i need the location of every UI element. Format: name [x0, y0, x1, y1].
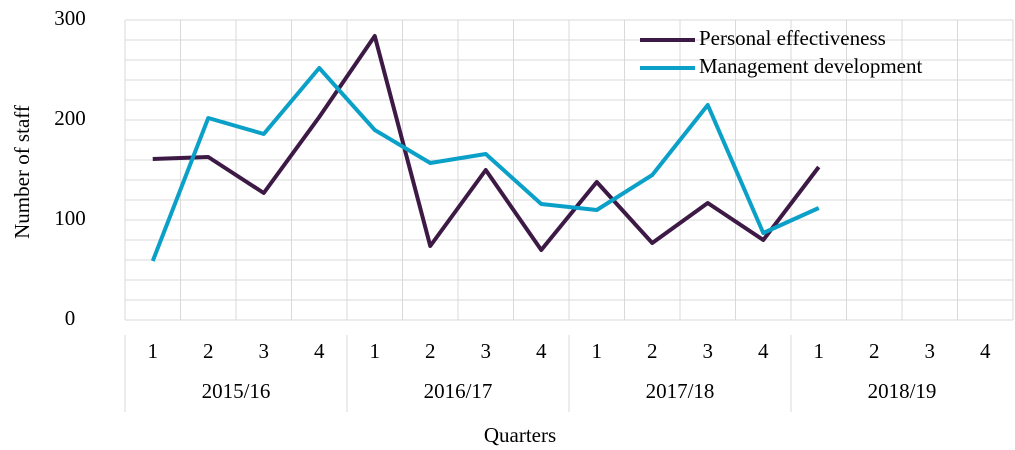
x-tick-label: 4	[758, 339, 769, 363]
y-tick-label: 300	[54, 6, 86, 30]
x-tick-label: 3	[481, 339, 492, 363]
x-tick-label: 2	[869, 339, 880, 363]
y-axis-label: Number of staff	[10, 105, 34, 239]
y-tick-label: 0	[65, 306, 76, 330]
y-tick-label: 100	[54, 206, 86, 230]
legend-label: Management development	[699, 54, 923, 78]
legend-label: Personal effectiveness	[699, 26, 886, 50]
series-line	[150, 66, 820, 262]
group-label: 2018/19	[868, 379, 937, 403]
x-tick-label: 4	[536, 339, 547, 363]
group-label: 2015/16	[202, 379, 271, 403]
x-axis-label: Quarters	[484, 423, 556, 447]
series-line	[152, 34, 821, 252]
group-label: 2017/18	[646, 379, 715, 403]
x-tick-label: 1	[592, 339, 603, 363]
x-tick-label: 3	[259, 339, 270, 363]
x-tick-label: 1	[370, 339, 381, 363]
x-tick-label: 2	[425, 339, 436, 363]
group-label: 2016/17	[424, 379, 493, 403]
y-tick-label: 200	[54, 106, 86, 130]
x-tick-label: 1	[148, 339, 159, 363]
x-tick-label: 4	[314, 339, 325, 363]
x-tick-label: 3	[703, 339, 714, 363]
x-tick-label: 1	[814, 339, 825, 363]
x-tick-label: 3	[925, 339, 936, 363]
x-tick-label: 4	[980, 339, 991, 363]
x-tick-label: 2	[647, 339, 658, 363]
x-tick-label: 2	[203, 339, 214, 363]
